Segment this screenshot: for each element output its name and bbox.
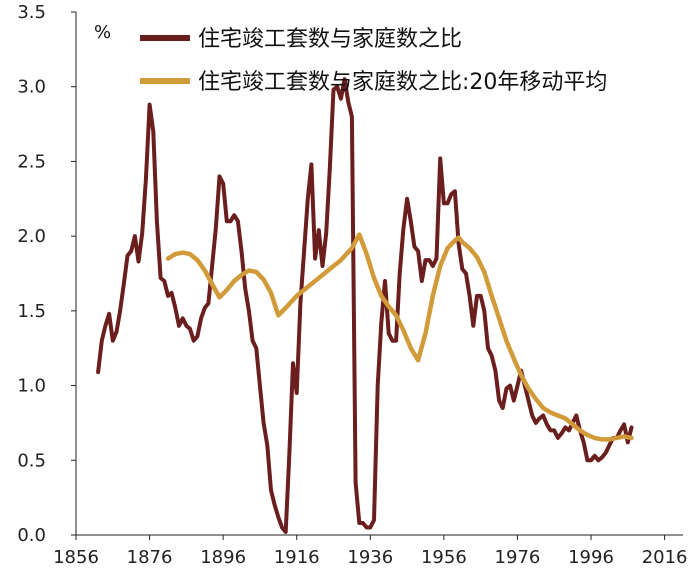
series-group <box>96 77 634 534</box>
x-tick-label: 1996 <box>568 547 614 568</box>
y-tick-label: 2.5 <box>17 151 46 172</box>
x-tick-label: 1896 <box>200 547 246 568</box>
y-tick-label: 1.0 <box>17 376 46 397</box>
x-tick-label: 1976 <box>495 547 541 568</box>
x-axis-ticks: 1856 1876 1896 1916 1936 1956 1976 1996 2016 <box>53 535 688 568</box>
x-tick-label: 1876 <box>127 547 173 568</box>
legend: 住宅竣工套数与家庭数之比 住宅竣工套数与家庭数之比:20年移动平均 <box>140 27 607 95</box>
y-tick-label: 0.5 <box>17 450 46 471</box>
x-tick-label: 1856 <box>53 547 99 568</box>
y-tick-label: 1.5 <box>17 301 46 322</box>
axes <box>75 12 683 536</box>
legend-label-series-2: 住宅竣工套数与家庭数之比:20年移动平均 <box>198 70 607 95</box>
series-line-1 <box>96 77 634 534</box>
y-tick-label: 0.0 <box>17 525 46 546</box>
x-tick-label: 1936 <box>347 547 393 568</box>
x-tick-label: 1956 <box>421 547 467 568</box>
y-axis-ticks: 0.0 0.5 1.0 1.5 2.0 2.5 3.0 3.5 <box>17 2 76 546</box>
unit-label: % <box>94 22 111 43</box>
y-tick-label: 2.0 <box>17 226 46 247</box>
series-line-2 <box>165 232 634 442</box>
y-tick-label: 3.0 <box>17 77 46 98</box>
x-tick-label: 2016 <box>642 547 688 568</box>
legend-label-series-1: 住宅竣工套数与家庭数之比 <box>198 27 462 52</box>
legend-item-series-1: 住宅竣工套数与家庭数之比 <box>140 27 462 52</box>
legend-item-series-2: 住宅竣工套数与家庭数之比:20年移动平均 <box>140 70 607 95</box>
y-tick-label: 3.5 <box>17 2 46 23</box>
x-tick-label: 1916 <box>274 547 320 568</box>
